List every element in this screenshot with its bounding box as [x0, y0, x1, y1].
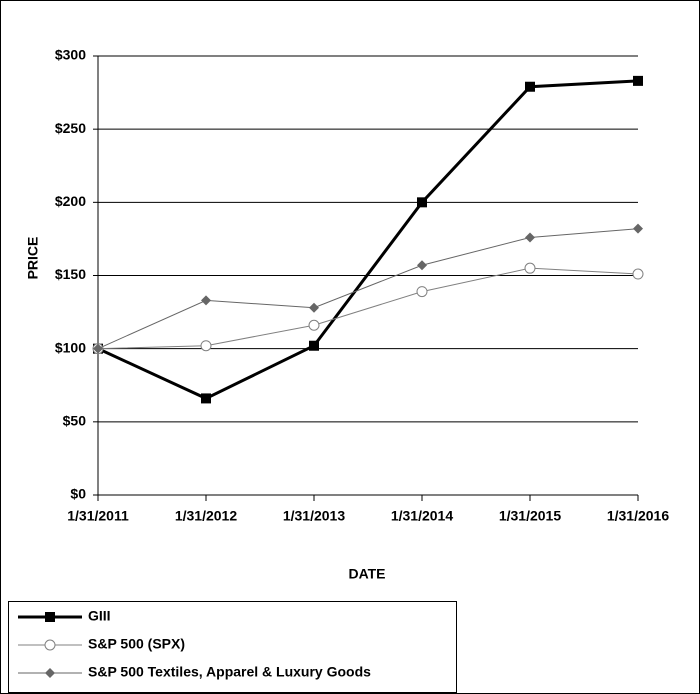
data-point: [93, 343, 103, 354]
series-line: [97, 79, 639, 401]
y-tick-label: $0: [70, 486, 86, 502]
data-point: [525, 81, 535, 92]
data-point: [201, 295, 211, 306]
y-tick-label: $200: [55, 193, 86, 209]
data-point: [525, 232, 535, 243]
legend-label: S&P 500 (SPX): [88, 636, 185, 652]
y-tick-label: $50: [63, 413, 87, 429]
data-point: [417, 260, 427, 271]
x-tick-label: 1/31/2013: [283, 508, 345, 524]
x-tick-label: 1/31/2016: [607, 508, 669, 524]
data-point: [201, 393, 211, 404]
data-point: [200, 340, 212, 352]
legend-label: GIII: [88, 608, 111, 624]
data-point: [308, 319, 320, 331]
data-point: [309, 302, 319, 313]
y-tick-label: $150: [55, 266, 86, 282]
x-axis-title: DATE: [348, 566, 385, 582]
x-tick-label: 1/31/2015: [499, 508, 561, 524]
x-tick-label: 1/31/2011: [67, 508, 129, 524]
y-axis-title: PRICE: [25, 237, 41, 280]
legend-marker: [45, 612, 55, 622]
legend-label: S&P 500 Textiles, Apparel & Luxury Goods: [88, 664, 371, 680]
series-line: [97, 267, 639, 350]
data-point: [309, 340, 319, 351]
y-tick-label: $100: [55, 339, 86, 355]
legend-marker: [44, 639, 56, 651]
data-point: [524, 262, 536, 274]
legend-box: [8, 601, 457, 693]
data-point: [632, 268, 644, 280]
y-tick-label: $250: [55, 120, 86, 136]
x-tick-label: 1/31/2012: [175, 508, 237, 524]
data-point: [416, 286, 428, 298]
y-tick-label: $300: [55, 47, 86, 63]
data-point: [633, 75, 643, 86]
x-tick-label: 1/31/2014: [391, 508, 453, 524]
legend-marker: [45, 668, 55, 678]
series-line: [97, 228, 639, 350]
data-point: [633, 223, 643, 234]
data-point: [417, 197, 427, 208]
